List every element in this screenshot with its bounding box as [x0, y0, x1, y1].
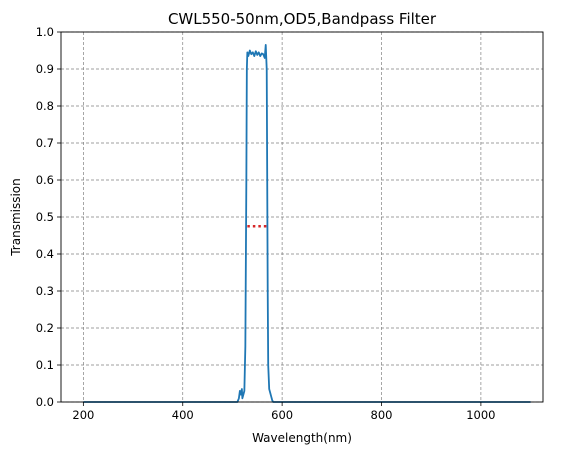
y-tick-label: 0.5 — [36, 210, 54, 224]
transmission-series-line — [83, 44, 531, 403]
y-tick-label: 0.4 — [36, 247, 54, 261]
x-tick-label: 200 — [72, 408, 94, 422]
x-axis-label: Wavelength(nm) — [252, 431, 352, 445]
y-tick-label: 0.2 — [36, 321, 54, 335]
y-tick-label: 0.9 — [36, 62, 54, 76]
x-tick-label: 1000 — [466, 408, 495, 422]
axis-ticks: 0.0 0.1 0.2 0.3 0.4 0.5 0.6 0.7 0.8 0.9 1.0 200 400 6… — [36, 25, 496, 422]
y-tick-label: 0.3 — [36, 284, 54, 298]
y-tick-label: 0.0 — [36, 395, 54, 409]
chart-title: CWL550-50nm,OD5,Bandpass Filter — [168, 10, 437, 28]
y-axis-label: Transmission — [9, 178, 23, 257]
grid — [61, 31, 543, 403]
x-tick-label: 600 — [271, 408, 293, 422]
y-tick-label: 0.8 — [36, 99, 54, 113]
x-tick-label: 800 — [371, 408, 393, 422]
y-tick-label: 0.7 — [36, 136, 54, 150]
y-tick-label: 0.6 — [36, 173, 54, 187]
y-tick-label: 0.1 — [36, 358, 54, 372]
y-tick-label: 1.0 — [36, 25, 54, 39]
series-layer — [83, 44, 531, 403]
x-tick-label: 400 — [172, 408, 194, 422]
